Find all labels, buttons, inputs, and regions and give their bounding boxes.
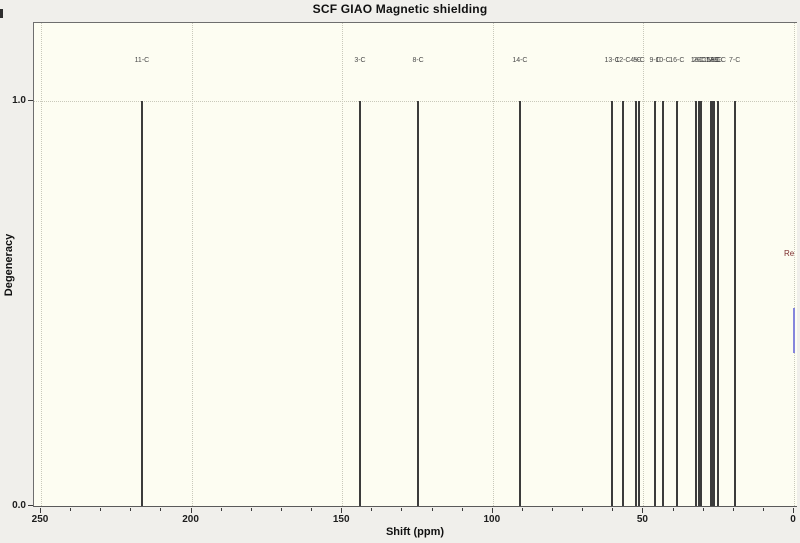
x-gridline — [794, 23, 795, 506]
peak-label: 14-C — [512, 57, 528, 64]
x-minor-tick — [250, 508, 252, 511]
x-minor-tick — [311, 508, 313, 511]
peak-label: 18-C — [706, 57, 723, 64]
peak-line — [638, 101, 641, 506]
x-minor-tick — [220, 508, 222, 511]
peak-label: 15-C — [702, 57, 719, 64]
x-major-tick — [40, 508, 41, 513]
x-minor-tick — [762, 508, 764, 511]
x-minor-tick — [130, 508, 132, 511]
x-major-tick — [190, 508, 192, 513]
x-tick-label: 150 — [332, 514, 350, 525]
x-tick-label: 250 — [31, 514, 49, 525]
peak-line — [717, 101, 720, 506]
peak-label: 7-C — [729, 57, 741, 64]
reference-label: Re — [784, 249, 795, 258]
y-tick-label-max: 1.0 — [12, 95, 26, 106]
peak-line — [661, 101, 664, 506]
x-gridline — [342, 23, 344, 506]
peak-label: 6-C — [694, 57, 707, 64]
peak-label: 8-C — [412, 57, 424, 64]
x-major-tick — [793, 508, 794, 513]
x-minor-tick — [461, 508, 463, 511]
peak-label: 19-C — [710, 57, 726, 64]
peak-line — [358, 101, 361, 506]
x-tick-label: 0 — [790, 514, 796, 525]
peak-line — [675, 101, 678, 506]
peak-label: 9-C — [649, 57, 661, 64]
peak-label: 1-C — [690, 57, 703, 64]
x-minor-tick — [160, 508, 162, 511]
x-minor-tick — [401, 508, 403, 511]
x-gridline — [492, 23, 494, 506]
x-minor-tick — [521, 508, 523, 511]
peak-line — [518, 101, 521, 506]
x-minor-tick — [672, 508, 674, 511]
peak-label: 17-C — [705, 57, 721, 64]
plot-area[interactable]: 11-C 3-C 8-C 14-C 13-C 12-C 4-C 5-C 9-C 10-C 16-C 1… — [33, 22, 797, 507]
x-tick-label: 200 — [182, 514, 199, 525]
x-major-tick — [642, 508, 644, 513]
x-minor-tick — [431, 508, 433, 511]
y-tick-min — [28, 505, 33, 506]
peak-label: 2-C — [692, 57, 705, 64]
x-gridline — [191, 23, 193, 506]
x-minor-tick — [732, 508, 734, 511]
x-minor-tick — [100, 508, 102, 511]
x-axis-title: Shift (ppm) — [385, 526, 445, 538]
peak-line — [634, 101, 637, 506]
peak-label: 5-C — [633, 57, 645, 64]
x-tick-label: 50 — [636, 514, 648, 525]
window-corner-mark — [0, 9, 3, 18]
x-minor-tick — [70, 508, 72, 511]
y-gridline-min — [34, 506, 797, 507]
peak-label: 12-C — [615, 57, 631, 64]
peak-line — [695, 101, 698, 506]
peak-label: 3-C — [354, 57, 366, 64]
peak-line — [611, 101, 614, 506]
x-major-tick — [341, 508, 343, 513]
x-minor-tick — [371, 508, 373, 511]
x-minor-tick — [702, 508, 704, 511]
peak-label: 4-C — [630, 57, 642, 64]
peak-line — [417, 101, 420, 506]
peak-label: 16-C — [669, 57, 685, 64]
x-gridline — [41, 23, 42, 506]
y-axis-title: Degeneracy — [3, 233, 15, 297]
x-minor-tick — [552, 508, 554, 511]
peak-line — [699, 101, 702, 506]
peak-line — [709, 101, 712, 506]
peak-line — [654, 101, 657, 506]
x-major-tick — [491, 508, 493, 513]
peak-line — [711, 101, 714, 506]
chart-title: SCF GIAO Magnetic shielding — [312, 2, 488, 16]
peak-line — [713, 101, 716, 506]
peak-line — [733, 101, 736, 506]
peak-line — [621, 101, 624, 506]
peak-line — [697, 101, 700, 506]
x-tick-label: 100 — [483, 514, 501, 525]
x-minor-tick — [582, 508, 584, 511]
x-gridline — [643, 23, 645, 506]
peak-label: 13-C — [604, 57, 620, 64]
y-tick-max — [28, 100, 33, 101]
y-gridline-max — [34, 101, 797, 102]
peak-line — [140, 101, 143, 506]
x-minor-tick — [612, 508, 614, 511]
peak-label: 10-C — [655, 57, 671, 64]
peak-label: 11-C — [134, 57, 150, 64]
reference-line[interactable] — [793, 308, 795, 353]
x-minor-tick — [280, 508, 282, 511]
y-tick-label-min: 0.0 — [12, 500, 26, 511]
